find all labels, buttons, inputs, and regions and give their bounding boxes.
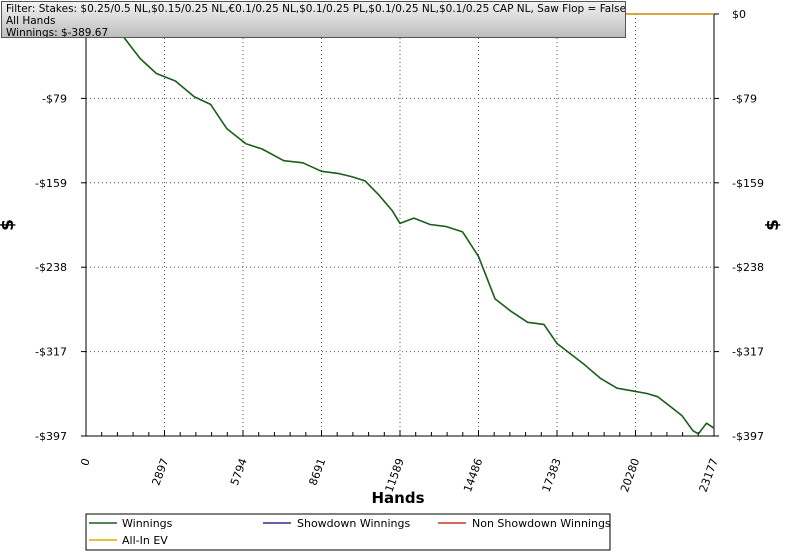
- y-tick-label-right: $0: [732, 8, 746, 21]
- legend: Winnings Showdown Winnings Non Showdown …: [85, 513, 611, 551]
- y-axis-label-left: $: [0, 219, 18, 231]
- x-tick-label: 0: [78, 457, 93, 468]
- y-tick-label-left: -$397: [35, 430, 67, 443]
- y-tick-label-right: -$79: [732, 92, 757, 105]
- legend-label-allin-ev: All-In EV: [122, 534, 168, 547]
- y-axis-label-right: $: [763, 219, 783, 231]
- legend-label-showdown: Showdown Winnings: [297, 517, 411, 530]
- filter-winnings-line: Winnings: $-389.67: [6, 27, 109, 38]
- x-axis-label: Hands: [371, 489, 424, 507]
- y-tick-label-left: -$159: [35, 177, 67, 190]
- y-tick-label-right: -$238: [732, 261, 764, 274]
- y-tick-label-right: -$159: [732, 177, 764, 190]
- grid: [86, 14, 714, 436]
- filter-hands-line: All Hands: [6, 15, 56, 27]
- legend-label-non-showdown: Non Showdown Winnings: [472, 517, 611, 530]
- y-tick-label-left: -$79: [42, 92, 67, 105]
- filter-info-box: Filter: Stakes: $0.25/0.5 NL,$0.15/0.25 …: [1, 1, 626, 38]
- legend-label-winnings: Winnings: [122, 517, 173, 530]
- y-tick-label-right: -$317: [732, 346, 764, 359]
- axis-ticks: [81, 13, 719, 437]
- y-tick-label-left: -$238: [35, 261, 67, 274]
- y-tick-label-right: -$397: [732, 430, 764, 443]
- filter-line: Filter: Stakes: $0.25/0.5 NL,$0.15/0.25 …: [6, 3, 626, 15]
- series-line-winnings: [85, 13, 715, 435]
- y-tick-label-left: -$317: [35, 346, 67, 359]
